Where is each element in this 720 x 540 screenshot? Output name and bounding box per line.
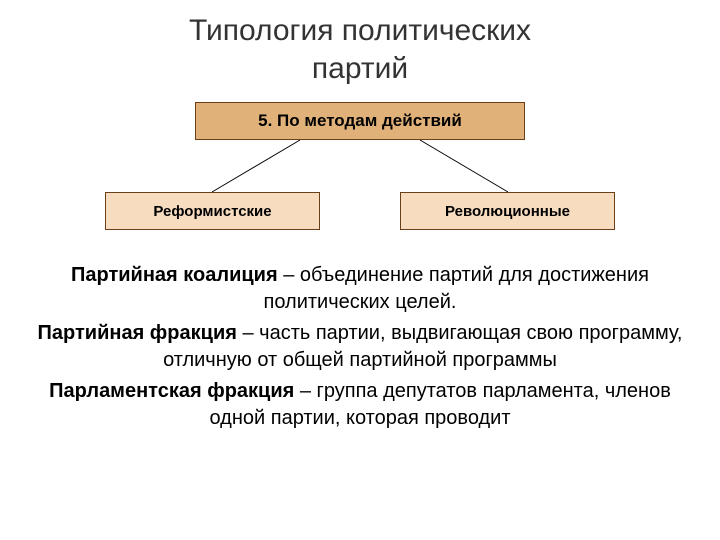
connector-right bbox=[420, 140, 508, 192]
diagram-area: 5. По методам действий Реформистские Рев… bbox=[0, 87, 720, 252]
slide-title: Типология политических партий bbox=[0, 0, 720, 87]
definition-term: Партийная коалиция bbox=[71, 264, 278, 286]
connector-left bbox=[212, 140, 300, 192]
child-box-left: Реформистские bbox=[105, 192, 320, 230]
main-category-label: 5. По методам действий bbox=[258, 111, 462, 131]
title-line-2: партий bbox=[312, 52, 408, 85]
definition-text: – объединение партий для достижения поли… bbox=[264, 264, 649, 313]
child-label-right: Революционные bbox=[445, 203, 570, 220]
definition-term: Партийная фракция bbox=[38, 322, 243, 344]
definition-item: Партийная фракция – часть партии, выдвиг… bbox=[30, 320, 690, 374]
definition-item: Партийная коалиция – объединение партий … bbox=[30, 262, 690, 316]
definitions-block: Партийная коалиция – объединение партий … bbox=[0, 252, 720, 432]
definition-item: Парламентская фракция – группа депутатов… bbox=[30, 378, 690, 432]
child-label-left: Реформистские bbox=[153, 203, 271, 220]
definition-term: Парламентская фракция bbox=[49, 380, 294, 402]
child-box-right: Революционные bbox=[400, 192, 615, 230]
title-line-1: Типология политических bbox=[189, 14, 531, 47]
main-category-box: 5. По методам действий bbox=[195, 102, 525, 140]
